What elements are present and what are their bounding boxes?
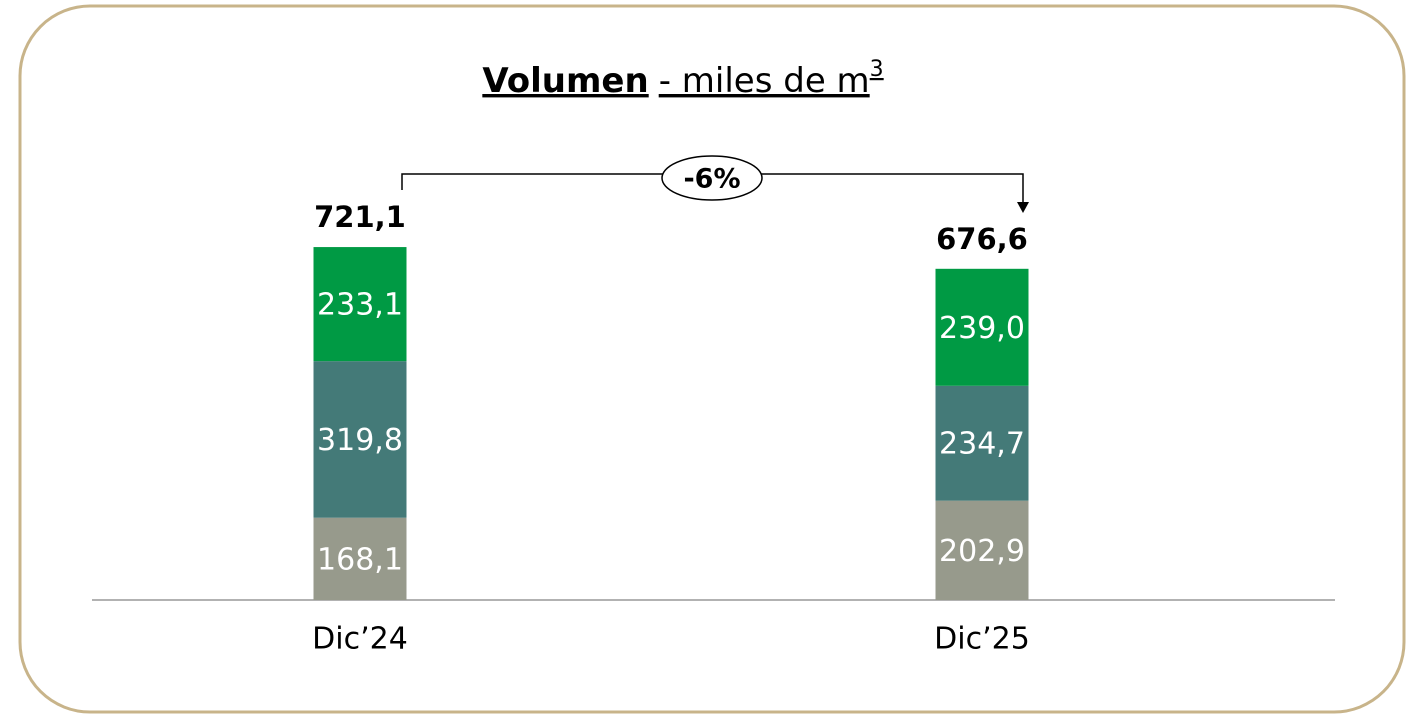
- segment-label: 233,1: [317, 288, 403, 323]
- title-sup: 3: [870, 57, 884, 82]
- segment-label: 239,0: [939, 311, 1025, 346]
- total-label: 721,1: [314, 200, 406, 234]
- title-rest: - miles de m: [659, 61, 870, 101]
- bar-segment: [935, 500, 1029, 600]
- segment-label: 202,9: [939, 534, 1025, 569]
- change-label: -6%: [683, 164, 740, 195]
- bar-segment: [313, 361, 407, 518]
- segment-label: 234,7: [939, 427, 1025, 462]
- x-tick-label: Dic’24: [312, 622, 408, 657]
- chart-title: Volumen - miles de m3: [482, 57, 883, 101]
- bar-segment: [313, 517, 407, 600]
- arrow-head: [1017, 202, 1029, 213]
- bar-segment: [313, 247, 407, 362]
- bar-segment: [935, 385, 1029, 501]
- change-bubble: [661, 155, 763, 201]
- segment-label: 319,8: [317, 423, 403, 458]
- total-label: 676,6: [936, 222, 1028, 256]
- x-tick-label: Dic’25: [934, 622, 1030, 657]
- frame: [18, 4, 1406, 714]
- segment-label: 168,1: [317, 542, 403, 577]
- title-bold: Volumen: [482, 61, 648, 101]
- bar-segment: [935, 268, 1029, 386]
